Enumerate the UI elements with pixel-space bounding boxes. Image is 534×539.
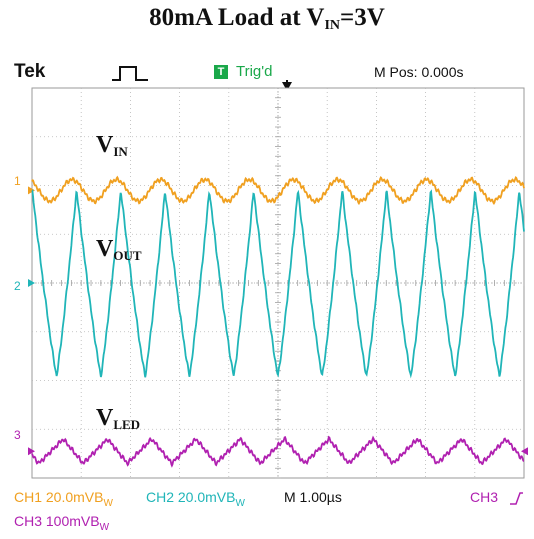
timebase-readout: M 1.00µs (284, 489, 342, 505)
ground-marker-ch2 (28, 279, 35, 287)
ground-marker-ch1 (28, 186, 35, 195)
ground-marker-ch3 (28, 447, 35, 456)
ch2-scale: CH2 20.0mVBW (146, 489, 245, 509)
chart-title: 80mA Load at VIN=3V (149, 4, 385, 33)
trace-ch3 (31, 435, 525, 468)
brand-label: Tek (14, 61, 46, 82)
trigger-position-icon (282, 80, 292, 91)
trigger-edge-icon (112, 66, 148, 81)
ch3-scale: CH3 100mVBW (14, 513, 110, 533)
ch3-marker: 3 (14, 428, 21, 442)
vled-label: VLED (96, 405, 141, 432)
scope-header: Tek T Trig'd M Pos: 0.000s (0, 58, 534, 91)
trigger-slope-icon (510, 492, 523, 505)
trigger-source: CH3 (470, 489, 499, 505)
trigger-level-marker (521, 447, 528, 456)
ch1-scale: CH1 20.0mVBW (14, 489, 113, 509)
trigger-status: Trig'd (236, 63, 273, 80)
trace-ch2 (31, 188, 525, 379)
trace-ch1 (31, 175, 525, 206)
vout-label: VOUT (96, 236, 142, 263)
ch1-marker: 1 (14, 174, 21, 188)
vin-label: VIN (96, 132, 128, 159)
m-pos-readout: M Pos: 0.000s (374, 64, 464, 80)
ch2-marker: 2 (14, 279, 21, 293)
trigger-badge-icon: T (214, 65, 228, 79)
